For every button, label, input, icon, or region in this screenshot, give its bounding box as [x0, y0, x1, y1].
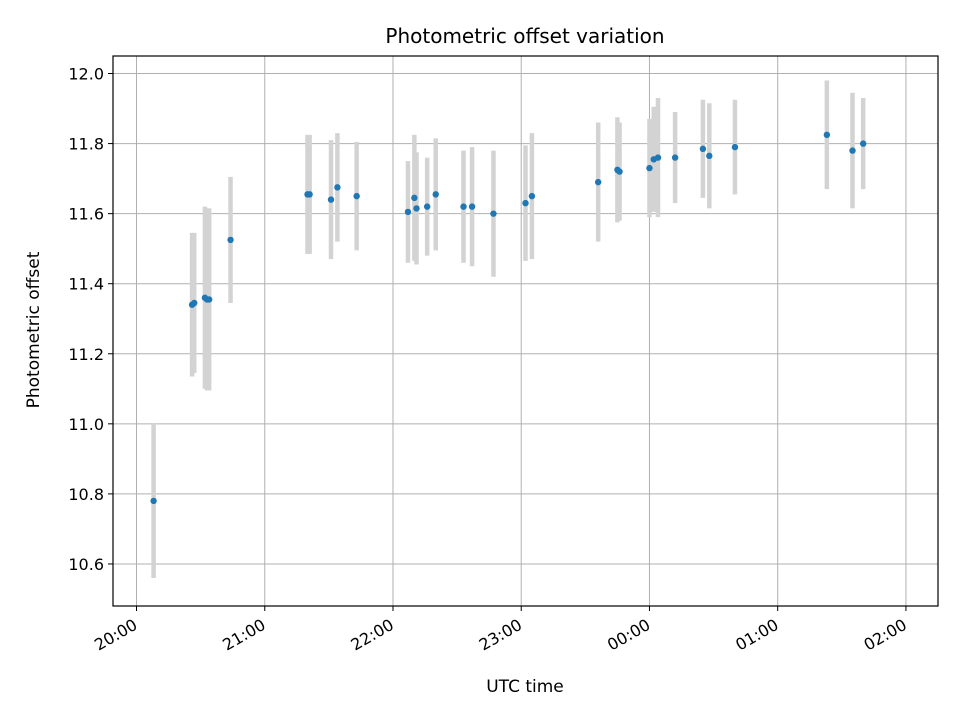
data-point	[411, 194, 418, 202]
data-point	[205, 296, 213, 303]
y-axis-title: Photometric offset	[24, 251, 44, 408]
data-point	[646, 164, 653, 172]
data-point	[731, 143, 739, 151]
y-tick-label: 11.4	[68, 275, 104, 294]
data-point	[490, 210, 497, 217]
y-tick-label: 11.0	[68, 415, 104, 434]
data-point	[706, 152, 713, 160]
data-point	[616, 168, 623, 175]
y-tick-label: 11.2	[68, 345, 104, 364]
data-point	[823, 131, 831, 139]
data-point	[353, 192, 360, 200]
y-tick-label: 11.8	[68, 135, 104, 154]
y-tick-label: 10.6	[68, 555, 104, 574]
data-point	[528, 192, 536, 200]
data-point	[150, 497, 157, 505]
y-tick-label: 12.0	[68, 65, 104, 84]
data-point	[594, 178, 602, 186]
data-point	[460, 203, 467, 210]
data-point	[849, 147, 856, 154]
data-point	[468, 203, 476, 210]
data-point	[334, 184, 341, 191]
data-point	[404, 208, 412, 216]
y-tick-label: 11.6	[68, 205, 104, 224]
data-point	[306, 191, 313, 198]
data-markers	[150, 131, 867, 505]
data-point	[859, 140, 867, 147]
data-point	[522, 199, 529, 207]
y-tick-label: 10.8	[68, 485, 104, 504]
x-axis-title: UTC time	[486, 677, 564, 697]
data-point	[654, 154, 662, 161]
data-point	[413, 205, 420, 212]
data-point	[699, 145, 707, 153]
plot-frame	[112, 55, 939, 607]
data-point	[432, 191, 439, 198]
data-point	[227, 236, 234, 244]
data-point	[327, 196, 335, 203]
chart-title: Photometric offset variation	[385, 24, 664, 48]
data-point	[191, 299, 198, 307]
data-point	[671, 154, 679, 161]
data-point	[423, 203, 431, 210]
